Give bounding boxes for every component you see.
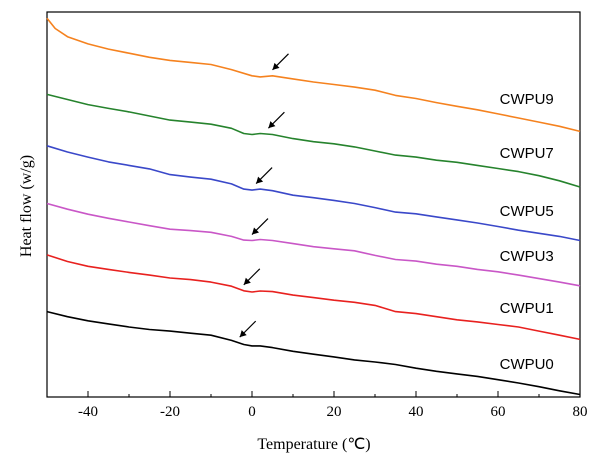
series-line-cwpu7	[46, 93, 581, 188]
series-line-cwpu1	[46, 254, 581, 341]
series-line-cwpu0	[46, 310, 581, 396]
series-label-cwpu1: CWPU1	[500, 300, 554, 317]
transition-arrow	[239, 320, 257, 338]
series-label-cwpu9: CWPU9	[500, 91, 554, 108]
series-label-cwpu7: CWPU7	[500, 145, 554, 162]
y-axis-title: Heat flow (w/g)	[18, 155, 35, 257]
x-tick-label: 60	[491, 404, 506, 420]
transition-arrow	[251, 218, 269, 235]
plot-frame	[46, 11, 581, 398]
series-label-cwpu5: CWPU5	[500, 203, 554, 220]
transition-arrow	[255, 167, 273, 184]
series-label-cwpu0: CWPU0	[500, 356, 554, 373]
transition-arrow	[272, 53, 289, 71]
series-line-cwpu3	[46, 202, 581, 287]
x-tick-label: 0	[248, 404, 256, 420]
transition-arrow	[243, 268, 261, 286]
x-tick-label: 20	[327, 404, 342, 420]
series-line-cwpu9	[46, 17, 581, 133]
x-tick-label: -20	[160, 404, 180, 420]
x-tick-label: 80	[573, 404, 588, 420]
x-tick-label: 40	[409, 404, 424, 420]
series-line-cwpu5	[46, 145, 581, 242]
x-axis-title: Temperature (℃)	[257, 436, 370, 453]
transition-arrow	[267, 111, 285, 129]
x-tick-label: -40	[78, 404, 98, 420]
series-label-cwpu3: CWPU3	[500, 248, 554, 265]
